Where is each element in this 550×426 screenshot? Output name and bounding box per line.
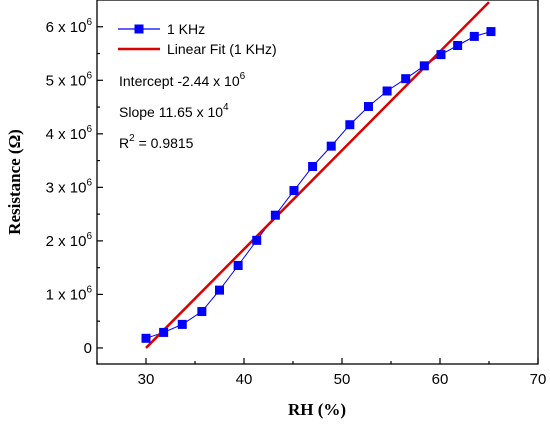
data-point: [197, 307, 207, 317]
data-point: [233, 261, 243, 271]
data-point: [159, 327, 169, 337]
data-point: [308, 161, 318, 171]
y-tick-label: 5 x 106: [46, 70, 93, 89]
data-point: [401, 74, 411, 84]
data-point: [469, 31, 479, 41]
data-point: [289, 186, 299, 196]
data-point: [436, 50, 446, 60]
x-tick-label: 60: [432, 371, 449, 388]
y-axis-title: Resistance (Ω): [5, 129, 24, 235]
data-point: [453, 41, 463, 50]
x-tick-label: 40: [236, 371, 253, 388]
data-point: [382, 86, 392, 96]
plot-frame: [96, 0, 539, 365]
data-point: [419, 61, 429, 71]
data-point: [486, 27, 496, 37]
data-point: [345, 120, 355, 130]
legend-label-fit: Linear Fit (1 KHz): [167, 41, 277, 57]
x-tick-label: 50: [334, 371, 351, 388]
legend-marker-1khz: [134, 24, 144, 34]
legend-label-1khz: 1 KHz: [167, 21, 205, 37]
data-point: [252, 235, 262, 245]
annotation-slope: Slope 11.65 x 104: [119, 102, 229, 120]
x-tick-label: 30: [138, 371, 155, 388]
data-point: [363, 102, 373, 112]
annotation-intercept: Intercept -2.44 x 106: [119, 71, 246, 89]
y-tick-label: 2 x 106: [46, 231, 93, 250]
y-tick-label: 3 x 106: [46, 177, 93, 196]
data-point: [215, 285, 224, 295]
data-point: [326, 141, 336, 151]
data-point: [270, 210, 280, 220]
y-tick-label: 6 x 106: [46, 17, 93, 36]
data-point: [141, 333, 151, 343]
x-tick-label: 70: [530, 371, 547, 388]
x-axis-title: RH (%): [288, 400, 346, 419]
y-tick-label: 0: [84, 340, 92, 357]
linear-fit-line: [145, 1, 490, 349]
y-tick-label: 4 x 106: [46, 124, 93, 143]
annotation-r-squared: R2 = 0.9815: [119, 133, 194, 151]
data-point: [177, 319, 187, 329]
legend: 1 KHz Linear Fit (1 KHz): [118, 21, 277, 57]
y-tick-label: 1 x 106: [46, 284, 93, 303]
